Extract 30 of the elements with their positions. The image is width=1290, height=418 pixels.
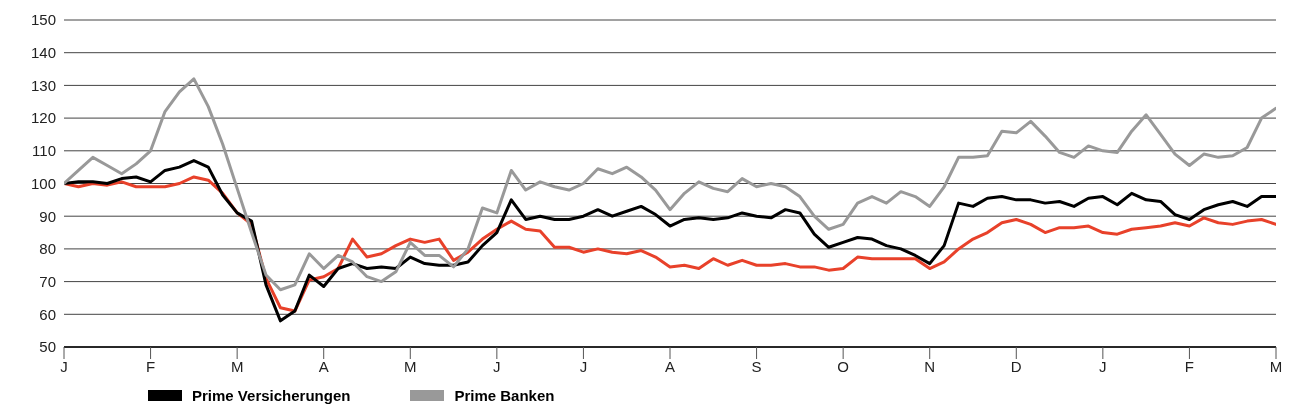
x-tick-label: N xyxy=(924,357,936,375)
x-tick-label: S xyxy=(751,357,762,375)
x-tick-label: F xyxy=(145,357,156,375)
y-tick-label: 80 xyxy=(39,240,56,258)
legend-label: Prime Versicherungen xyxy=(192,387,351,404)
x-tick-label: J xyxy=(579,357,588,375)
y-tick-label: 120 xyxy=(30,109,56,127)
legend-label: Prime Banken xyxy=(454,387,555,404)
y-tick-label: 100 xyxy=(30,174,56,192)
x-tick-label: M xyxy=(404,357,417,375)
x-tick-label: D xyxy=(1010,357,1022,375)
y-tick-label: 50 xyxy=(39,338,56,356)
x-tick-label: J xyxy=(1099,357,1107,375)
y-tick-label: 150 xyxy=(30,11,56,29)
x-tick-label: O xyxy=(837,357,849,375)
y-tick-label: 110 xyxy=(32,142,56,160)
x-tick-label: M xyxy=(230,357,244,375)
x-tick-label: A xyxy=(318,357,329,375)
line-series xyxy=(64,159,1276,323)
y-tick-label: 70 xyxy=(39,272,56,290)
y-tick-label: 90 xyxy=(39,207,56,225)
y-tick-label: 140 xyxy=(30,44,56,62)
x-tick-label: J xyxy=(60,357,68,375)
x-tick-label: J xyxy=(493,357,501,375)
x-tick-label: F xyxy=(1184,357,1195,375)
y-tick-label: 130 xyxy=(30,76,56,94)
y-tick-label: 60 xyxy=(39,305,56,323)
x-tick-label: M xyxy=(1269,357,1283,375)
line-series xyxy=(64,77,1276,292)
x-tick-label: A xyxy=(664,357,676,375)
